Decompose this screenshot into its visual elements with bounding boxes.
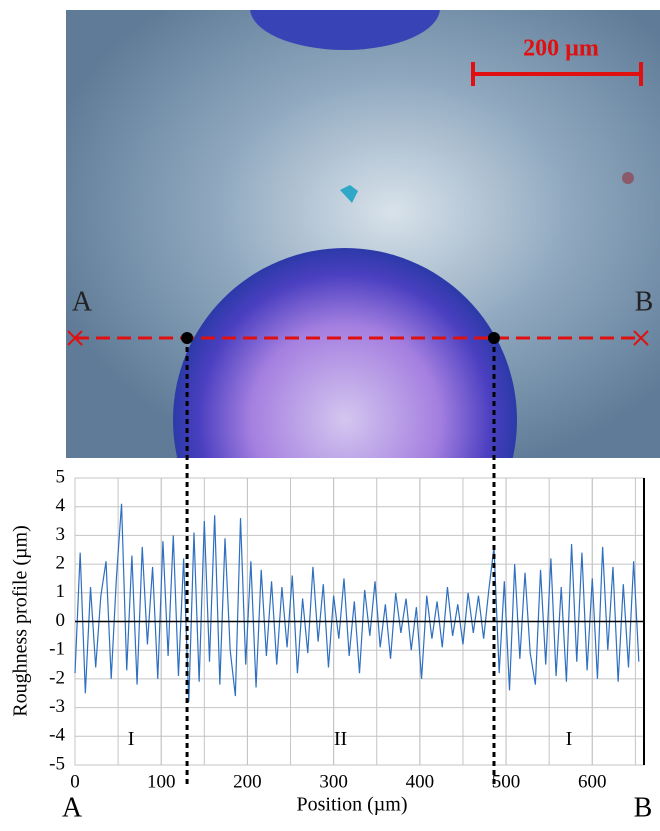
profile-line (74, 503, 640, 702)
y-tick-label: -1 (49, 639, 65, 660)
boundary-dot (181, 332, 194, 344)
scale-bar-label: 200 µm (523, 36, 599, 62)
y-axis-title: Roughness profile (µm) (10, 525, 32, 717)
x-tick-label: 400 (406, 771, 435, 792)
micrograph (66, 10, 660, 458)
x-tick-label: 0 (70, 771, 80, 792)
x-tick-label: 600 (578, 771, 607, 792)
region-label: I (566, 728, 573, 750)
y-tick-label: -3 (49, 696, 65, 717)
boundary-dot (487, 332, 500, 344)
axis-start-label: A (62, 792, 83, 823)
y-tick-label: 4 (56, 495, 66, 516)
y-tick-label: -2 (49, 667, 65, 688)
profile-ends (67, 330, 649, 346)
line-end-label: B (635, 286, 654, 317)
y-tick-label: -5 (49, 753, 65, 774)
y-tick-label: 5 (56, 466, 66, 487)
y-tick-label: 1 (56, 581, 66, 602)
line-start-label: A (72, 286, 93, 317)
region-label: II (334, 728, 347, 750)
x-tick-label: 100 (147, 771, 176, 792)
y-tick-label: -4 (49, 725, 65, 746)
y-tick-label: 3 (56, 524, 66, 545)
x-tick-label: 200 (233, 771, 262, 792)
x-axis-title: Position (µm) (297, 794, 408, 816)
region-label: I (128, 728, 135, 750)
y-tick-label: 0 (56, 610, 66, 631)
y-tick-label: 2 (56, 552, 66, 573)
x-tick-label: 500 (492, 771, 521, 792)
axis-end-label: B (634, 792, 653, 823)
x-tick-label: 300 (319, 771, 348, 792)
